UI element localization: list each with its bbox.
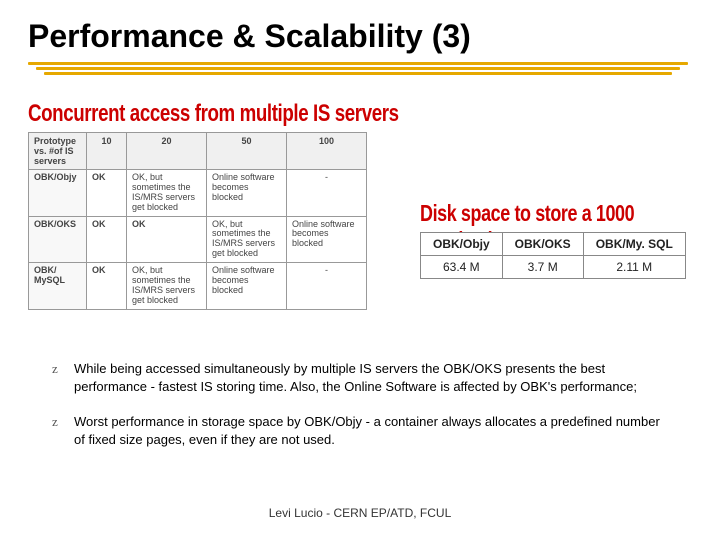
cell: OK, but sometimes the IS/MRS servers get… [207,216,287,263]
cell: 3.7 M [502,256,583,279]
cell: 63.4 M [421,256,503,279]
table1-col-header: 20 [127,133,207,170]
table1-col-header: 100 [287,133,367,170]
cell: OK [87,263,127,310]
table-row: OBK/Objy OK OK, but sometimes the IS/MRS… [29,170,367,217]
cell: Online software becomes blocked [207,263,287,310]
cell: - [287,263,367,310]
cell: 2.11 M [583,256,685,279]
list-item: Worst performance in storage space by OB… [56,413,666,448]
table1-col-header: 10 [87,133,127,170]
slide-title: Performance & Scalability (3) [0,0,720,55]
cell: Online software becomes blocked [287,216,367,263]
cell: OK [87,216,127,263]
disk-space-table: OBK/Objy OBK/OKS OBK/My. SQL 63.4 M 3.7 … [420,232,686,279]
row-label: OBK/Objy [29,170,87,217]
list-item: While being accessed simultaneously by m… [56,360,666,395]
table2-col-header: OBK/Objy [421,233,503,256]
table2-col-header: OBK/OKS [502,233,583,256]
cell: OK, but sometimes the IS/MRS servers get… [127,263,207,310]
table2-col-header: OBK/My. SQL [583,233,685,256]
row-label: OBK/ MySQL [29,263,87,310]
table1-corner: Prototype vs. #of IS servers [29,133,87,170]
table-row: OBK/ MySQL OK OK, but sometimes the IS/M… [29,263,367,310]
cell: - [287,170,367,217]
row-label: OBK/OKS [29,216,87,263]
cell: OK [87,170,127,217]
concurrent-access-heading: Concurrent access from multiple IS serve… [28,100,399,128]
footer-text: Levi Lucio - CERN EP/ATD, FCUL [0,506,720,520]
table-row: 63.4 M 3.7 M 2.11 M [421,256,686,279]
table1-col-header: 50 [207,133,287,170]
cell: OK [127,216,207,263]
concurrent-access-table: Prototype vs. #of IS servers 10 20 50 10… [28,132,367,310]
cell: OK, but sometimes the IS/MRS servers get… [127,170,207,217]
table-row: OBK/OKS OK OK OK, but sometimes the IS/M… [29,216,367,263]
title-underline [28,62,688,80]
cell: Online software becomes blocked [207,170,287,217]
bullet-list: While being accessed simultaneously by m… [56,360,666,466]
